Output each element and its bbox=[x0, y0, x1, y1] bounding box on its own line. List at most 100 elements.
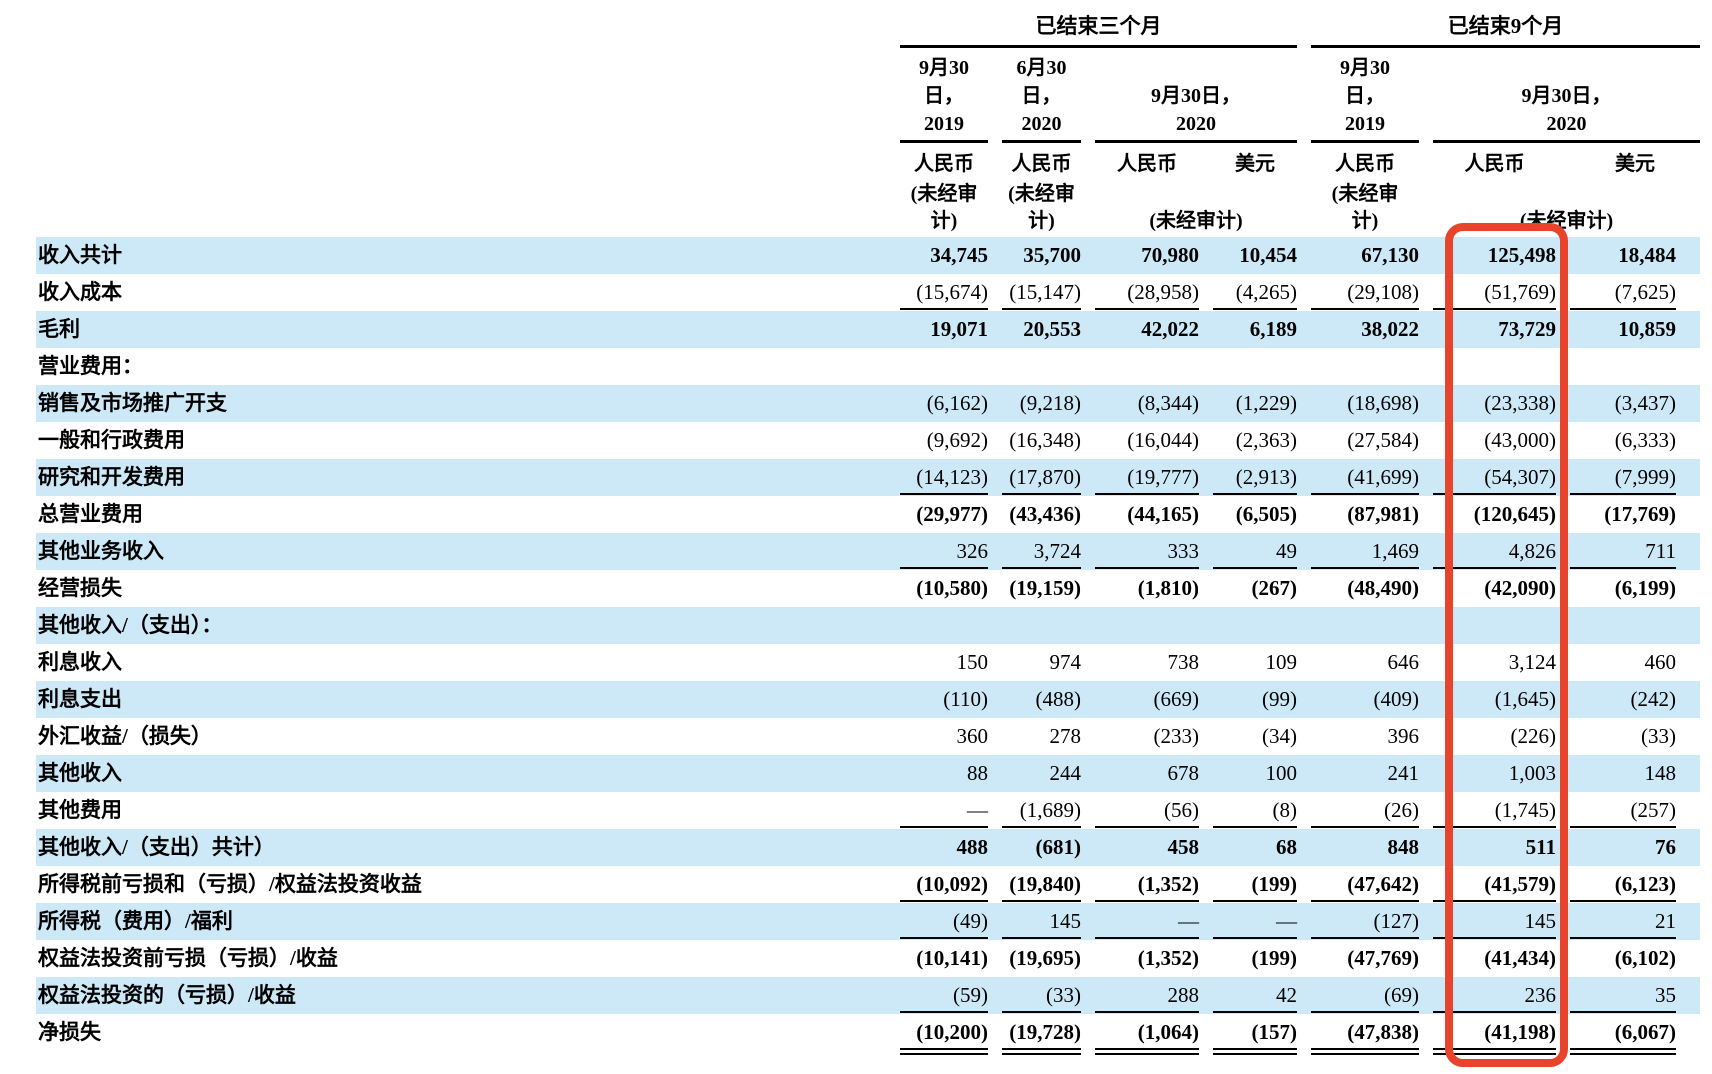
date-line: 2019 bbox=[924, 113, 964, 135]
header-audit-note: (未经审 计) bbox=[886, 179, 988, 237]
cell-value: (7,625) bbox=[1614, 280, 1677, 304]
table-row: 权益法投资的（亏损）/收益 (59) (33) 288 42 (69) 236 … bbox=[36, 977, 1701, 1014]
cell-value: (1,645) bbox=[1494, 687, 1556, 711]
cell-value: — bbox=[1178, 909, 1199, 933]
cell-value: (48,490) bbox=[1347, 576, 1419, 600]
header-audit-note: (未经审 计) bbox=[988, 179, 1081, 237]
cell-value: (10,092) bbox=[916, 872, 988, 896]
cell-value: (99) bbox=[1262, 687, 1297, 711]
cell-value: (6,067) bbox=[1614, 1020, 1677, 1044]
header-group-nine-months: 已结束9个月 bbox=[1297, 4, 1701, 48]
cell-value: (44,165) bbox=[1127, 502, 1199, 526]
cell-value: 738 bbox=[1167, 650, 1200, 674]
cell-value: (8,344) bbox=[1137, 391, 1199, 415]
note-line: (未经审计) bbox=[1519, 210, 1614, 232]
cell-value: (19,159) bbox=[1009, 576, 1081, 600]
cell-value: (1,352) bbox=[1137, 872, 1199, 896]
cell-value: (6,505) bbox=[1235, 502, 1297, 526]
table-row: 研究和开发费用 (14,123) (17,870) (19,777) (2,91… bbox=[36, 459, 1701, 496]
cell-value: 49 bbox=[1276, 539, 1297, 563]
cell-value: (127) bbox=[1373, 909, 1420, 933]
row-label: 其他收入/（支出）： bbox=[38, 613, 223, 637]
row-label: 营业费用： bbox=[38, 354, 143, 378]
cell-value: (7,999) bbox=[1614, 465, 1677, 489]
cell-value: (19,777) bbox=[1127, 465, 1199, 489]
cell-value: (19,840) bbox=[1009, 872, 1081, 896]
cell-value: (15,147) bbox=[1009, 280, 1081, 304]
header-date-9m-sep-2019: 9月30 日， 2019 bbox=[1297, 48, 1419, 143]
row-label: 经营损失 bbox=[38, 576, 122, 600]
table-row: 利息支出 (110) (488) (669) (99) (409) (1,645… bbox=[36, 681, 1701, 718]
header-audit-note: (未经审 计) bbox=[1297, 179, 1419, 237]
date-line: 2019 bbox=[1345, 113, 1385, 135]
cell-value: (15,674) bbox=[916, 280, 988, 304]
cell-value: 236 bbox=[1524, 983, 1557, 1007]
cell-value: (3,437) bbox=[1614, 391, 1677, 415]
cell-value: (8) bbox=[1272, 798, 1298, 822]
row-label: 其他业务收入 bbox=[38, 539, 164, 563]
cell-value: 711 bbox=[1645, 539, 1677, 563]
header-currency-rmb: 人民币 bbox=[1117, 153, 1177, 175]
cell-value: (23,338) bbox=[1484, 391, 1556, 415]
cell-value: 150 bbox=[956, 650, 989, 674]
header-empty-cell bbox=[36, 4, 886, 48]
header-date-row: 9月30 日， 2019 6月30 日， 2020 9月30日， 202 bbox=[36, 48, 1701, 143]
cell-value: (1,352) bbox=[1137, 946, 1199, 970]
cell-value: 20,553 bbox=[1023, 317, 1081, 341]
row-label: 收入共计 bbox=[38, 243, 122, 267]
table-row: 毛利 19,071 20,553 42,022 6,189 38,022 73,… bbox=[36, 311, 1701, 348]
cell-value: 4,826 bbox=[1508, 539, 1556, 563]
cell-value: 458 bbox=[1167, 835, 1200, 859]
row-label: 所得税（费用）/福利 bbox=[38, 909, 233, 933]
row-label: 外汇收益/（损失） bbox=[38, 724, 212, 748]
header-empty-cell bbox=[36, 143, 886, 179]
cell-value: 145 bbox=[1524, 909, 1557, 933]
row-label: 净损失 bbox=[38, 1020, 101, 1044]
note-line: 计) bbox=[930, 210, 958, 232]
cell-value: (27,584) bbox=[1347, 428, 1419, 452]
cell-value: 148 bbox=[1644, 761, 1677, 785]
cell-value: (47,838) bbox=[1347, 1020, 1419, 1044]
cell-value: (1,745) bbox=[1494, 798, 1556, 822]
table-row: 收入共计 34,745 35,700 70,980 10,454 67,130 … bbox=[36, 237, 1701, 274]
header-empty-cell bbox=[36, 48, 886, 143]
date-line: 9月30 bbox=[1340, 57, 1390, 79]
cell-value: (14,123) bbox=[916, 465, 988, 489]
cell-value: (1,689) bbox=[1019, 798, 1081, 822]
cell-value: (41,579) bbox=[1484, 872, 1556, 896]
cell-value: 511 bbox=[1525, 835, 1556, 859]
row-label: 利息收入 bbox=[38, 650, 122, 674]
cell-value: 18,484 bbox=[1618, 243, 1677, 267]
cell-value: 35 bbox=[1655, 983, 1677, 1007]
group-title: 已结束9个月 bbox=[1311, 12, 1701, 48]
table-row: 营业费用： bbox=[36, 348, 1700, 385]
date-line: 9月30日， bbox=[1521, 85, 1612, 107]
table-row: 净损失 (10,200) (19,728) (1,064) (157) (47,… bbox=[36, 1014, 1700, 1055]
cell-value: (87,981) bbox=[1347, 502, 1419, 526]
cell-value: (49) bbox=[953, 909, 988, 933]
cell-value: 333 bbox=[1167, 539, 1200, 563]
cell-value: (110) bbox=[943, 687, 988, 711]
header-currency-row: 人民币 人民币 人民币 美元 人民币 人民币 美元 bbox=[36, 143, 1700, 179]
header-audit-note: (未经审计) bbox=[1419, 179, 1700, 237]
cell-value: — bbox=[967, 798, 988, 822]
row-label: 其他收入/（支出）共计） bbox=[38, 835, 275, 859]
cell-value: 1,003 bbox=[1508, 761, 1556, 785]
cell-value: (242) bbox=[1630, 687, 1677, 711]
header-currency-usd: 美元 bbox=[1615, 153, 1656, 175]
cell-value: (2,913) bbox=[1235, 465, 1297, 489]
cell-value: (41,434) bbox=[1484, 946, 1556, 970]
cell-value: (47,642) bbox=[1347, 872, 1419, 896]
cell-value: (257) bbox=[1630, 798, 1677, 822]
cell-value: (33) bbox=[1641, 724, 1677, 748]
note-line: (未经审 bbox=[910, 183, 978, 205]
cell-value: 646 bbox=[1387, 650, 1420, 674]
cell-value: (226) bbox=[1510, 724, 1557, 748]
cell-value: 288 bbox=[1167, 983, 1200, 1007]
date-line: 2020 bbox=[1546, 113, 1587, 135]
header-date-3m-sep-2019: 9月30 日， 2019 bbox=[886, 48, 988, 143]
cell-value: (1,229) bbox=[1235, 391, 1297, 415]
cell-value: 19,071 bbox=[930, 317, 988, 341]
note-line: (未经审 bbox=[1331, 183, 1399, 205]
row-label: 其他收入 bbox=[38, 761, 122, 785]
